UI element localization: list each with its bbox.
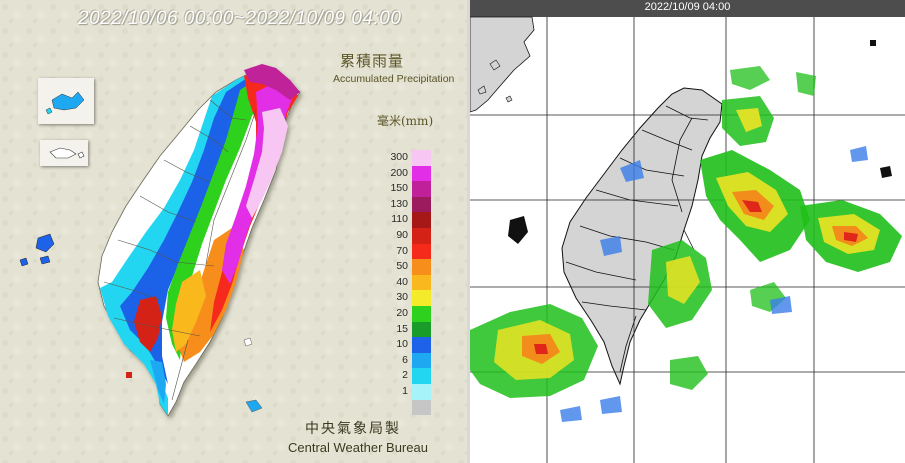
- footer-agency-english: Central Weather Bureau: [288, 440, 428, 455]
- china-coast: [470, 16, 535, 113]
- scale-swatch: [412, 165, 431, 182]
- penghu-islands: [19, 233, 55, 267]
- scale-swatch: [412, 227, 431, 244]
- scale-row: 10: [383, 337, 431, 353]
- matsu-map: [49, 147, 85, 159]
- scale-row: 150: [383, 181, 431, 197]
- scale-label: 50: [396, 260, 408, 273]
- scale-row: 130: [383, 196, 431, 213]
- radar-map: [470, 16, 905, 463]
- county-borders: [103, 99, 257, 401]
- scale-label: 1: [402, 384, 408, 397]
- scale-label: 6: [402, 353, 408, 366]
- scale-swatch: [412, 368, 431, 384]
- scale-row: 30: [383, 290, 431, 306]
- green-island: [243, 337, 253, 347]
- scale-row: 50: [383, 259, 431, 275]
- scale-swatch: [412, 399, 431, 416]
- legend-title-english: Accumulated Precipitation: [333, 73, 455, 85]
- taiwan-land: [561, 87, 723, 386]
- radar-header-bar: 2022/10/09 04:00: [470, 0, 905, 17]
- scale-swatch: [412, 383, 431, 400]
- scale-row: 15: [383, 321, 431, 338]
- scale-swatch: [412, 305, 431, 322]
- scale-row: 2: [383, 368, 431, 384]
- precipitation-map: [0, 0, 467, 463]
- china-coast-islands: [477, 59, 513, 103]
- kinmen-map: [45, 91, 85, 115]
- scale-row: 40: [383, 274, 431, 291]
- scale-swatch: [412, 274, 431, 291]
- north-tip: [244, 64, 300, 100]
- legend-unit: 毫米(mm): [377, 114, 434, 128]
- scale-label: 110: [391, 213, 408, 226]
- southwest-blue: [150, 360, 166, 404]
- scale-label: 300: [390, 151, 408, 163]
- scale-row: 1: [383, 383, 431, 400]
- scale-swatch: [412, 290, 431, 306]
- scale-swatch: [412, 212, 431, 228]
- xiaoliuqiu: [126, 372, 132, 378]
- south-red-patch: [134, 296, 162, 352]
- scale-row: 6: [383, 352, 431, 369]
- inset-kinmen: [38, 78, 94, 124]
- scale-label: 90: [396, 228, 408, 241]
- scale-swatch: [412, 196, 431, 213]
- radar-light-echoes: [560, 146, 868, 422]
- scale-row: 110: [383, 212, 431, 228]
- scale-swatch: [412, 150, 431, 166]
- scale-label: 70: [396, 244, 408, 257]
- radar-timestamp: 2022/10/09 04:00: [644, 1, 731, 13]
- scale-label: 20: [396, 306, 408, 319]
- scale-swatch: [412, 243, 431, 260]
- orchid-island: [245, 399, 263, 413]
- scale-row: [383, 399, 431, 416]
- scale-swatch: [412, 352, 431, 369]
- accumulation-period-title: 2022/10/06 00:00~2022/10/09 04:00: [78, 8, 402, 29]
- scale-row: 20: [383, 305, 431, 322]
- scale-row: 300: [383, 150, 431, 166]
- scale-swatch: [412, 337, 431, 353]
- scale-label: 2: [402, 369, 408, 382]
- footer-agency-chinese: 中央氣象局製: [305, 421, 401, 437]
- scale-row: 90: [383, 227, 431, 244]
- scale-swatch: [412, 259, 431, 275]
- scale-label: 10: [396, 338, 408, 351]
- radar-panel: 2022/10/09 04:00: [470, 0, 905, 463]
- taiwan-island: [97, 64, 301, 417]
- scale-swatch: [412, 181, 431, 197]
- scale-label: 130: [390, 197, 408, 210]
- scale-label: 150: [390, 182, 408, 195]
- inset-matsu: [40, 140, 88, 166]
- scale-label: 30: [396, 291, 408, 304]
- scale-label: 200: [390, 166, 408, 179]
- radar-offshore-islands: [508, 40, 892, 244]
- scale-row: 70: [383, 243, 431, 260]
- scale-row: 200: [383, 165, 431, 182]
- yellow-zone: [172, 270, 206, 352]
- panel-divider: [467, 0, 470, 463]
- radar-echoes: [470, 66, 902, 398]
- legend-title-chinese: 累積雨量: [340, 52, 405, 70]
- scale-label: 15: [396, 322, 408, 335]
- pink-zone: [246, 108, 288, 218]
- precipitation-color-scale: 300 200 150 130 110 90 70 50 40 30 20 15 10 6 2 1: [383, 150, 431, 416]
- scale-label: 40: [396, 275, 408, 288]
- accumulated-precipitation-panel: 2022/10/06 00:00~2022/10/09 04:00 累積雨量 A…: [0, 0, 467, 463]
- scale-swatch: [412, 321, 431, 338]
